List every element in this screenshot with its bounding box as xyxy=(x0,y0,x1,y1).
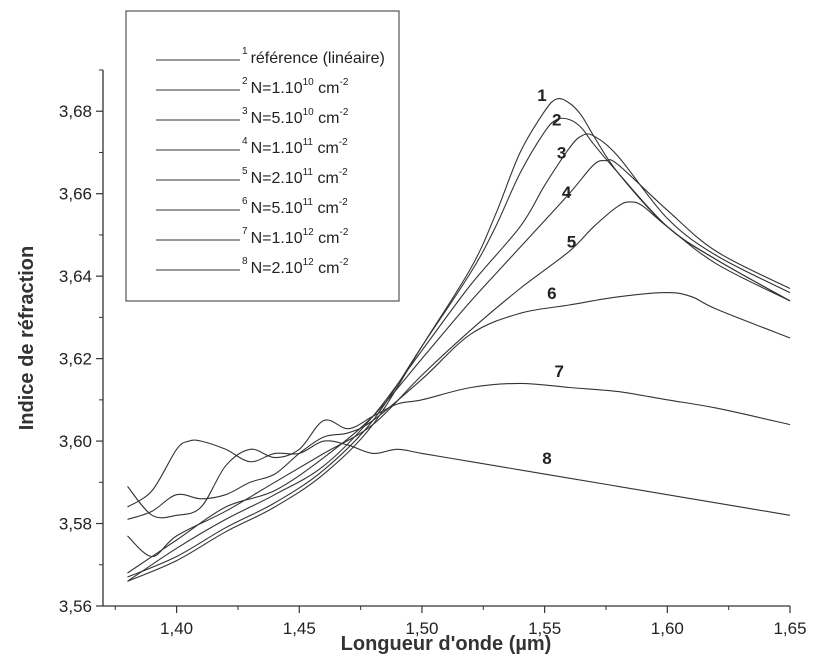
legend-entry-1: 1 référence (linéaire) xyxy=(242,46,385,67)
plot-frame xyxy=(102,70,790,607)
series-line-7 xyxy=(127,382,791,519)
x-axis-ticks: 1,40 1,45 1,50 1,55 1,60 1,65 xyxy=(114,606,807,638)
y-tick-label: 3,62 xyxy=(59,350,92,369)
legend-entry-7: 7 N=1.1012 cm-2 xyxy=(242,226,349,247)
x-axis-label: Longueur d'onde (µm) xyxy=(341,633,552,655)
series-line-6 xyxy=(127,292,791,520)
curve-label-3: 3 xyxy=(557,144,566,163)
curve-label-6: 6 xyxy=(547,284,556,303)
legend-entry-3: 3 N=5.1010 cm-2 xyxy=(242,106,349,127)
y-axis-label: Indice de réfraction xyxy=(16,246,38,431)
curve-label-8: 8 xyxy=(542,449,551,468)
legend-entry-4: 4 N=1.1011 cm-2 xyxy=(242,136,348,157)
curve-label-2: 2 xyxy=(552,111,561,130)
legend-entry-5: 5 N=2.1011 cm-2 xyxy=(242,166,348,187)
series-line-3 xyxy=(127,133,791,582)
x-tick-label: 1,50 xyxy=(405,619,438,638)
series-line-2 xyxy=(127,117,791,578)
y-tick-label: 3,64 xyxy=(59,267,92,286)
y-tick-label: 3,60 xyxy=(59,432,92,451)
legend: 1 référence (linéaire) 2 N=1.1010 cm-2 3 N=5.… xyxy=(125,10,400,302)
curve-labels: 12 3 4 5 6 7 8 xyxy=(537,86,576,468)
x-tick-label: 1,65 xyxy=(773,619,806,638)
y-tick-label: 3,58 xyxy=(59,515,92,534)
legend-entry-8: 8 N=2.1012 cm-2 xyxy=(242,256,349,277)
y-axis-ticks: 3,56 3,58 3,60 3,62 3,64 3,66 3,68 xyxy=(59,69,103,616)
x-tick-label: 1,55 xyxy=(528,619,561,638)
series-line-5 xyxy=(127,201,791,558)
curve-label-1: 1 xyxy=(537,86,546,105)
x-tick-label: 1,45 xyxy=(283,619,316,638)
legend-entry-2: 2 N=1.1010 cm-2 xyxy=(242,76,349,97)
y-tick-label: 3,56 xyxy=(59,597,92,616)
x-tick-label: 1,40 xyxy=(160,619,193,638)
series-line-8 xyxy=(127,439,791,516)
curve-label-7: 7 xyxy=(554,362,563,381)
y-tick-label: 3,66 xyxy=(59,185,92,204)
x-tick-label: 1,60 xyxy=(651,619,684,638)
curves xyxy=(127,98,791,582)
series-line-4 xyxy=(127,159,791,574)
curve-label-5: 5 xyxy=(567,232,576,251)
legend-box xyxy=(125,10,400,302)
curve-label-4: 4 xyxy=(562,183,572,202)
y-tick-label: 3,68 xyxy=(59,102,92,121)
legend-entry-6: 6 N=5.1011 cm-2 xyxy=(242,196,348,217)
